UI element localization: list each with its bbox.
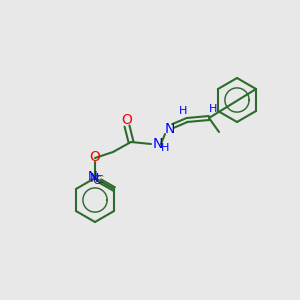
Text: H: H <box>209 104 217 114</box>
Text: N: N <box>165 122 175 136</box>
Text: O: O <box>90 150 101 164</box>
Text: H: H <box>161 143 169 153</box>
Text: C: C <box>93 175 101 188</box>
Text: O: O <box>122 113 132 127</box>
Text: N: N <box>153 137 163 151</box>
Text: C: C <box>95 175 103 185</box>
Text: H: H <box>179 106 187 116</box>
Text: N: N <box>88 169 98 182</box>
Text: N: N <box>89 172 99 184</box>
